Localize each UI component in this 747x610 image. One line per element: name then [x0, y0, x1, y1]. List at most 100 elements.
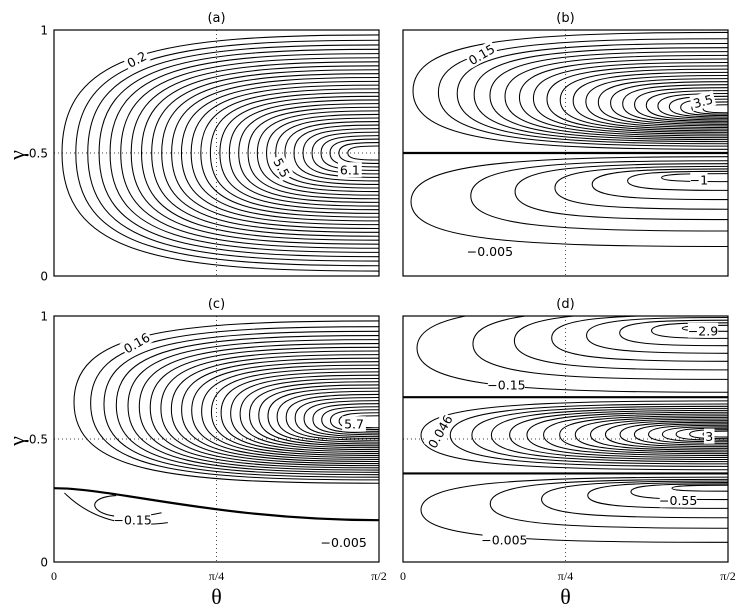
contour-line [619, 421, 728, 448]
plot-frame [53, 315, 380, 563]
contour-line [587, 481, 728, 509]
contour-line [209, 92, 379, 214]
contour-line [170, 354, 379, 465]
contour-line [412, 31, 728, 150]
x-tick-label: π/4 [558, 569, 573, 583]
contour-line [513, 316, 728, 371]
contour-line [321, 406, 379, 434]
contour-line [456, 42, 728, 145]
contour-line [645, 90, 728, 121]
contour-line [228, 99, 379, 207]
contour-line [518, 58, 728, 137]
contour-line [191, 361, 379, 460]
contour-line [256, 110, 379, 196]
contour-line [303, 400, 379, 438]
contour-line [546, 65, 728, 133]
contour-line [138, 343, 379, 471]
contour-label: 3 [705, 429, 713, 444]
contour-line [604, 420, 728, 449]
contour-line [622, 84, 728, 124]
contour-line [572, 71, 728, 130]
panel-d: −2.9−0.150.046 3−0.55−0.005 [402, 315, 729, 563]
contour-line [449, 403, 728, 467]
contour-line [75, 39, 379, 267]
y-tick-label: 0 [40, 556, 48, 570]
contour-line [347, 145, 379, 161]
contour-line [590, 418, 728, 451]
panel-a: 0.25.5 6.1 [53, 29, 380, 277]
contour-line [267, 387, 379, 445]
contour-line [416, 316, 728, 393]
contour-line [266, 113, 379, 193]
contour-line [532, 61, 728, 135]
contour-line [586, 316, 728, 354]
x-tick-label: π/2 [720, 569, 735, 583]
panel-title: (b) [556, 11, 574, 26]
contour-line [201, 364, 379, 458]
contour-line [559, 415, 728, 455]
contour-line [127, 339, 379, 473]
x-axis-label: θ [211, 584, 222, 609]
panel-b: 0.153.5−1−0.005 [402, 29, 729, 277]
contour-line [610, 81, 728, 125]
panel-title: (d) [556, 297, 574, 312]
contour-line [470, 160, 728, 232]
contour-line [275, 117, 379, 189]
contour-line [151, 69, 379, 237]
contour-line [98, 48, 379, 258]
contour-line [190, 84, 379, 222]
panel-title: (c) [208, 297, 225, 312]
contour-line [420, 400, 728, 471]
contour-line [276, 390, 379, 443]
contour-label: −0.005 [321, 535, 367, 550]
contour-line [657, 92, 728, 119]
contour-line [230, 374, 379, 453]
x-tick-label: π/2 [371, 569, 386, 583]
contour-line [675, 427, 728, 441]
contour-line [509, 409, 728, 461]
contour-line [293, 124, 379, 182]
contour-label: −0.55 [659, 493, 697, 508]
contour-line [504, 54, 728, 139]
y-tick-label: 0.5 [29, 433, 48, 447]
contour-label: −0.15 [487, 377, 525, 392]
y-tick-label: 0.5 [29, 147, 48, 161]
contour-line [634, 87, 728, 122]
y-axis-label: γ [4, 150, 29, 161]
contour-line [73, 320, 379, 484]
contour-line [312, 403, 379, 436]
contour-line [248, 381, 379, 449]
contour-line [489, 478, 728, 529]
contour-line [574, 416, 728, 453]
plot-frame [402, 29, 729, 277]
panel-title: (a) [207, 11, 225, 26]
contour-line [220, 371, 379, 454]
contour-line [597, 78, 728, 127]
separatrix [54, 487, 379, 522]
contour-line [541, 480, 728, 519]
contour-line [648, 424, 728, 444]
contour-line [120, 57, 379, 249]
y-axis-label: γ [4, 436, 29, 447]
contour-label: −0.005 [481, 532, 527, 547]
y-tick-label: 1 [40, 310, 48, 324]
contour-line [160, 350, 379, 467]
contour-line [554, 165, 728, 210]
contour-line [420, 476, 728, 543]
contour-label: 6.1 [340, 163, 360, 178]
contour-line [559, 68, 728, 132]
contour-label: 3.5 [691, 92, 714, 112]
contour-label: −0.15 [113, 513, 151, 528]
contour-line [284, 121, 379, 185]
contour-line [87, 44, 379, 262]
y-tick-label: 0 [40, 270, 48, 284]
y-tick-label: 1 [40, 24, 48, 38]
contour-line [115, 335, 379, 476]
contour-line [181, 357, 379, 462]
contour-label: −1 [690, 173, 708, 188]
x-tick-label: 0 [400, 569, 406, 583]
contour-line [410, 156, 728, 248]
contour-line [238, 103, 379, 203]
contour-line [526, 411, 728, 459]
